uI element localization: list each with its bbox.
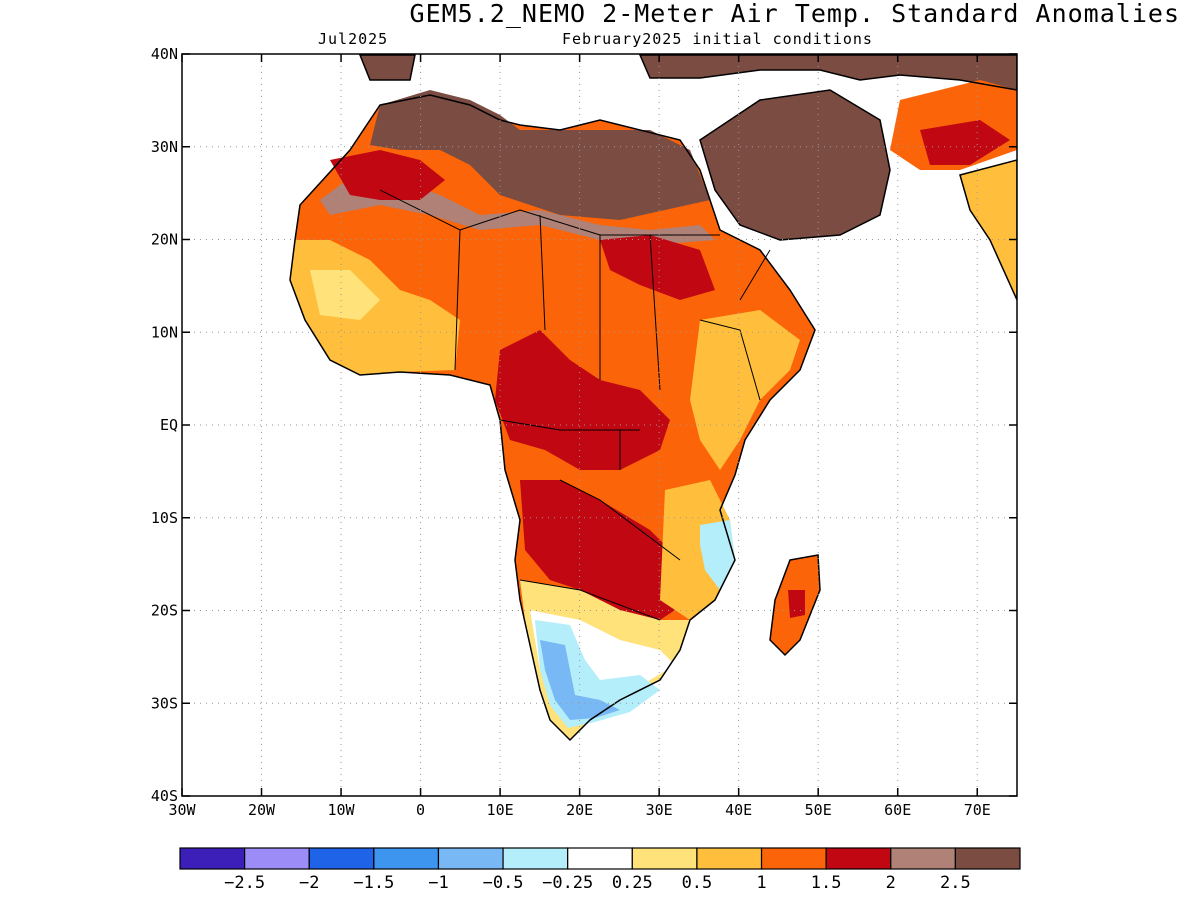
- lon-tick-label: 30E: [646, 801, 673, 819]
- lon-tick-label: 10E: [487, 801, 514, 819]
- colorbar-swatch: [437, 847, 504, 870]
- colorbar-label: 2.5: [940, 873, 971, 893]
- lat-tick-label: EQ: [160, 416, 178, 434]
- anomaly-field: [290, 55, 1017, 740]
- valid-month-label: Jul2025: [318, 30, 389, 48]
- north-african-warm-patch: [330, 150, 445, 200]
- colorbar-swatch: [696, 847, 763, 870]
- north-east-hot-anomaly: [640, 55, 1017, 90]
- colorbar-label: 2: [886, 873, 896, 893]
- lat-tick-label: 10S: [151, 509, 178, 527]
- colorbar-swatch: [890, 847, 956, 870]
- india-coastline: [959, 159, 1017, 301]
- lat-tick-label: 30S: [151, 694, 178, 712]
- madagascar-hot-core: [788, 590, 805, 618]
- colorbar-label: −0.5: [483, 873, 524, 893]
- lat-tick-label: 20S: [151, 602, 178, 620]
- west-africa-light-patch: [310, 270, 380, 320]
- colorbar-label: 1: [756, 873, 766, 893]
- lat-tick-label: 10N: [151, 323, 178, 341]
- colorbar-swatch: [954, 847, 1021, 870]
- east-africa-mild-patch: [690, 310, 800, 470]
- north-coast-hot-anomaly: [360, 55, 415, 80]
- arabia-coastline: [699, 89, 891, 241]
- colorbar-label: −1.5: [353, 873, 394, 893]
- lat-tick-label: 40N: [151, 45, 178, 63]
- internal-borders: [379, 189, 771, 621]
- colorbar-swatch: [373, 847, 440, 870]
- lon-tick-label: 20E: [566, 801, 593, 819]
- colorbar-swatch: [760, 847, 827, 870]
- colorbar-label: −1: [428, 873, 448, 893]
- chart-title: GEM5.2_NEMO 2-Meter Air Temp. Standard A…: [409, 0, 1180, 28]
- africa-coastline: [289, 94, 816, 742]
- south-asia-warm: [960, 160, 1017, 300]
- lon-tick-label: 50E: [805, 801, 832, 819]
- arabia-hot-anomaly: [700, 90, 890, 240]
- lat-tick-label: 20N: [151, 231, 178, 249]
- lon-tick-label: 40E: [725, 801, 752, 819]
- europe-coastline: [358, 54, 1017, 91]
- graticule: [182, 54, 1017, 796]
- madagascar-coastline: [769, 554, 821, 657]
- colorbar-label: 1.5: [811, 873, 842, 893]
- lon-tick-label: 10W: [328, 801, 356, 819]
- lon-tick-label: 20W: [248, 801, 276, 819]
- colorbar-swatch: [179, 847, 246, 870]
- colorbar-label: −2.5: [224, 873, 265, 893]
- colorbar-label: 0.25: [612, 873, 653, 893]
- initial-conditions-label: February2025 initial conditions: [562, 30, 873, 48]
- lon-tick-label: 30W: [168, 801, 196, 819]
- sahel-east-warm-patch: [600, 235, 715, 300]
- lat-tick-label: 40S: [151, 787, 178, 805]
- colorbar-label: 0.5: [682, 873, 713, 893]
- lon-tick-label: 0: [416, 801, 425, 819]
- southern-africa-warm-patch: [520, 480, 690, 620]
- sahara-hot-anomaly: [370, 90, 710, 220]
- colorbar-swatch: [631, 847, 698, 870]
- coastlines: [289, 54, 1017, 742]
- southwest-cool-core: [540, 640, 620, 720]
- colorbar-swatch: [308, 847, 375, 870]
- colorbar: −2.5 −2 −1.5 −1 −0.5 −0.25 0.25 0.5 1 1.5 2 2.5: [179, 847, 1021, 893]
- lon-tick-label: 70E: [964, 801, 991, 819]
- east-coast-cool-anomaly: [700, 520, 735, 590]
- axes: 30W 20W 10W 0 10E 20E 30E 40E 50E 60E 70E 40N 30N 20N…: [151, 45, 1017, 819]
- lat-tick-label: 30N: [151, 138, 178, 156]
- colorbar-swatch: [502, 847, 569, 870]
- lon-tick-label: 60E: [884, 801, 911, 819]
- colorbar-swatch: [825, 847, 892, 870]
- colorbar-label: −0.25: [542, 873, 593, 893]
- colorbar-swatch: [244, 847, 310, 870]
- central-africa-warm-patch: [495, 330, 670, 470]
- iran-hot-patch: [920, 120, 1010, 165]
- colorbar-swatch: [567, 847, 633, 870]
- colorbar-label: −2: [299, 873, 319, 893]
